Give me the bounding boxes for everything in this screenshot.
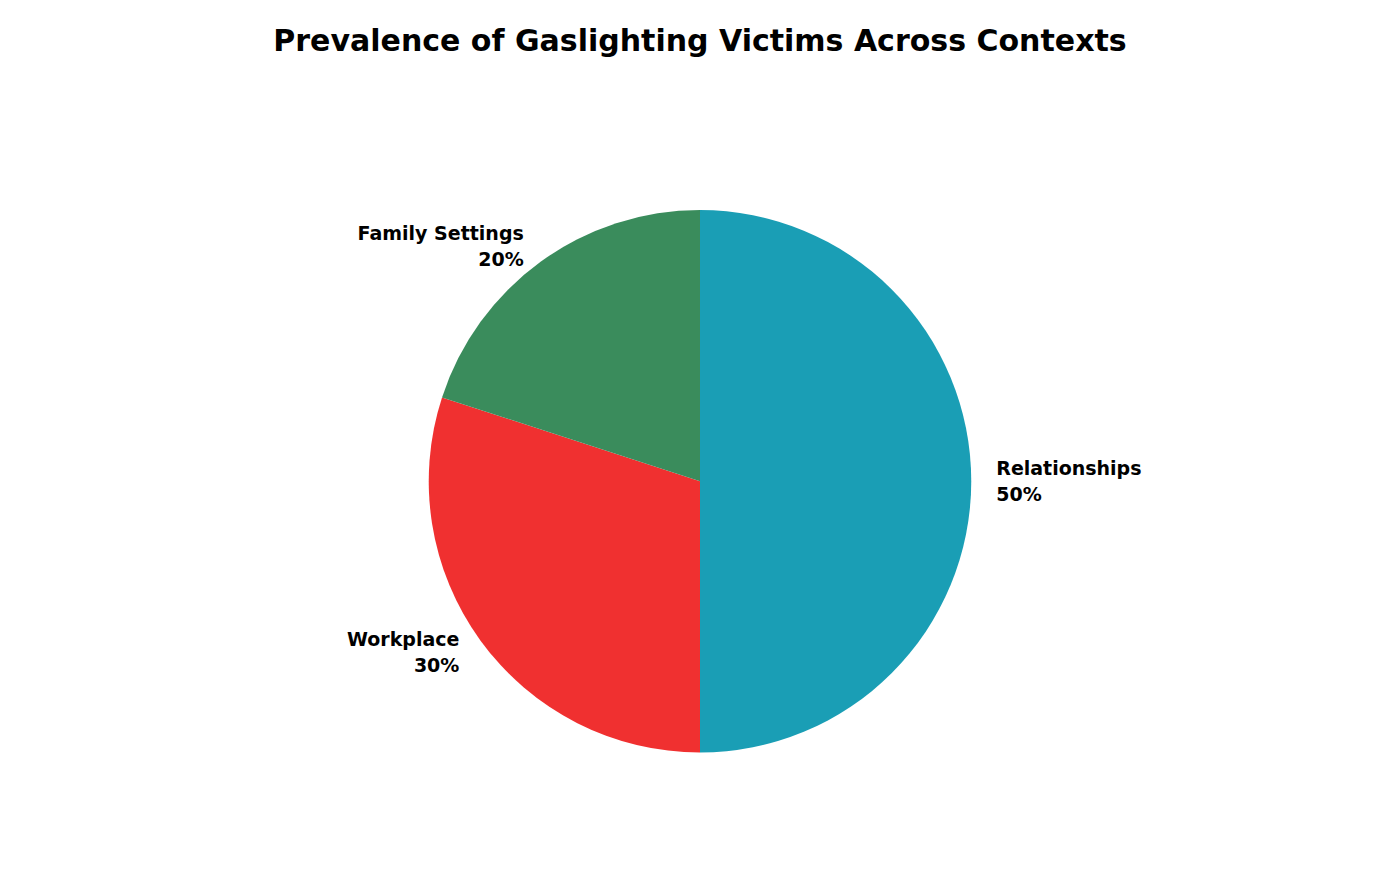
svg-text:Family Settings: Family Settings: [358, 222, 524, 244]
svg-text:Workplace: Workplace: [347, 628, 459, 650]
svg-text:30%: 30%: [414, 654, 459, 676]
svg-text:Prevalence of Gaslighting Vict: Prevalence of Gaslighting Victims Across…: [273, 23, 1126, 58]
svg-text:Relationships: Relationships: [996, 457, 1141, 479]
svg-text:50%: 50%: [996, 483, 1041, 505]
svg-text:20%: 20%: [478, 248, 523, 270]
